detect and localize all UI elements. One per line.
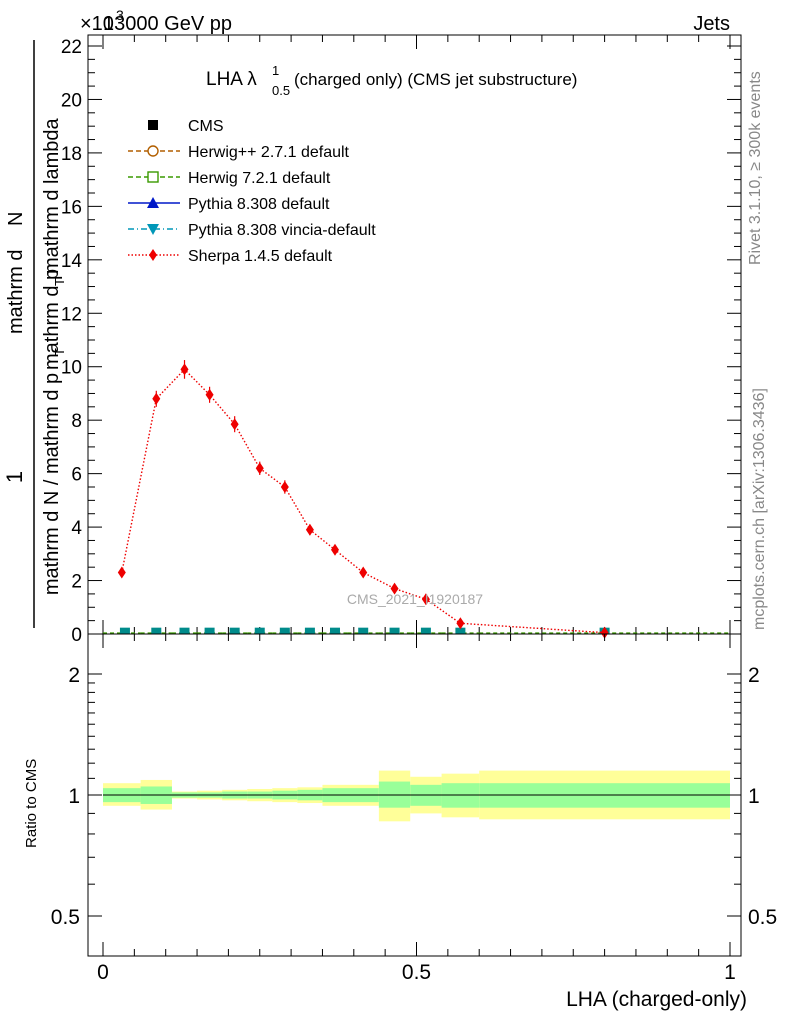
legend-label: Herwig 7.2.1 default <box>188 170 331 187</box>
main-y-numerator-a: mathrm d <box>5 250 27 334</box>
legend-marker <box>147 224 159 235</box>
ratio-y-tick-label-right: 1 <box>748 785 760 808</box>
cms-data-point <box>119 627 130 634</box>
sherpa-data-point <box>117 566 126 579</box>
cms-data-point <box>420 627 431 634</box>
category-label: Jets <box>693 13 730 35</box>
main-y-tick-label: 2 <box>71 572 82 593</box>
ratio-panel: 0.5 0.5 1 1 2 2 0 0.5 1 Ratio to CMS LHA (charge… <box>23 633 777 1011</box>
main-y-tick-label: 0 <box>71 625 82 646</box>
legend-label: Pythia 8.308 default <box>188 196 330 213</box>
sherpa-data-point <box>456 617 465 630</box>
sherpa-line <box>121 368 605 634</box>
main-y-numerator-d: mathrm d lambda <box>41 118 63 274</box>
main-y-denominator-sub: T <box>52 348 67 356</box>
legend-label: Pythia 8.308 vincia-default <box>188 222 376 239</box>
main-y-tick-label: 14 <box>61 251 83 272</box>
cms-data-point <box>179 627 190 634</box>
mcplots-label: mcplots.cern.ch [arXiv:1306.3436] <box>751 388 768 630</box>
ratio-y-tick-label-left: 1 <box>68 785 80 808</box>
cms-data-point <box>204 627 215 634</box>
x-tick-label: 0.5 <box>402 961 431 984</box>
sherpa-data-point <box>359 566 368 579</box>
cms-data-point <box>304 627 315 634</box>
plot-title-subscript: 0.5 <box>272 83 290 98</box>
rivet-label: Rivet 3.1.10, ≥ 300k events <box>747 71 764 265</box>
main-y-denominator: mathrm d N / mathrm d p <box>41 373 63 595</box>
analysis-watermark: CMS_2021_I1920187 <box>347 591 483 607</box>
main-axis-ticks: 0 2 4 6 8 10 12 14 16 18 20 22 <box>61 35 741 646</box>
main-y-numerator-c-sub: T <box>52 278 67 286</box>
main-y-tick-label: 12 <box>61 304 82 325</box>
plot-title-superscript: 1 <box>272 63 279 78</box>
ratio-y-tick-label-left: 0.5 <box>51 906 80 929</box>
main-y-numerator-b: N <box>5 212 27 226</box>
x-tick-label: 1 <box>724 961 736 984</box>
ratio-y-axis-label: Ratio to CMS <box>23 759 40 848</box>
legend-label: Herwig++ 2.7.1 default <box>188 144 350 161</box>
main-y-tick-label: 8 <box>71 411 82 432</box>
legend-marker <box>147 197 159 208</box>
cms-data-point <box>455 627 466 634</box>
x-tick-label: 0 <box>97 961 109 984</box>
main-y-tick-label: 18 <box>61 144 82 165</box>
sherpa-data-point <box>152 392 161 405</box>
multiplier-exponent: 3 <box>116 7 124 23</box>
cms-data-point <box>389 627 400 634</box>
cms-data-point <box>151 627 162 634</box>
legend-marker <box>148 120 158 130</box>
ratio-y-tick-label-right: 2 <box>748 664 760 687</box>
cms-data-point <box>229 627 240 634</box>
sherpa-data-point <box>255 462 264 475</box>
sherpa-data-point <box>305 523 314 536</box>
main-y-tick-label: 4 <box>71 518 82 539</box>
ratio-axis-ticks: 0.5 0.5 1 1 2 2 0 0.5 1 <box>51 634 777 984</box>
cms-data-point <box>358 627 369 634</box>
legend-label: CMS <box>188 118 224 135</box>
sherpa-data-point <box>205 388 214 401</box>
multiplier-label: ×10 <box>80 13 114 35</box>
legend-marker <box>147 171 159 183</box>
main-data-series <box>103 360 730 639</box>
sherpa-data-point <box>600 626 609 639</box>
ratio-y-tick-label-left: 2 <box>68 664 80 687</box>
ratio-y-tick-label-right: 0.5 <box>748 906 777 929</box>
main-y-tick-label: 10 <box>61 358 82 379</box>
x-axis-label: LHA (charged-only) <box>566 988 747 1011</box>
sherpa-data-point <box>180 363 189 376</box>
ratio-bands <box>103 770 730 822</box>
main-y-tick-label: 16 <box>61 197 82 218</box>
energy-label: 13000 GeV pp <box>103 13 232 35</box>
main-plot-frame <box>87 34 742 635</box>
cms-data-point <box>329 627 340 634</box>
main-y-tick-label: 20 <box>61 90 82 111</box>
main-y-tick-label: 6 <box>71 465 82 486</box>
sherpa-data-point <box>280 481 289 493</box>
main-y-tick-label: 22 <box>61 37 82 58</box>
plot-title: LHA λ <box>206 69 257 90</box>
sherpa-data-point <box>330 543 339 556</box>
cms-data-point <box>279 627 290 634</box>
main-y-numerator-c: mathrm d p <box>41 269 63 370</box>
legend-label: Sherpa 1.4.5 default <box>188 248 333 265</box>
sherpa-data-point <box>230 418 239 431</box>
main-y-one: 1 <box>2 471 27 483</box>
cms-data-point <box>254 627 265 634</box>
main-y-axis-label: 1 mathrm d N / mathrm d p T mathrm d N m… <box>2 40 67 628</box>
sherpa-data-point <box>421 593 430 606</box>
sherpa-data-point <box>390 582 399 595</box>
legend: CMS Herwig++ 2.7.1 default Herwig 7.2.1 de… <box>128 118 376 265</box>
legend-marker <box>147 145 159 157</box>
plot-title-rest: (charged only) (CMS jet substructure) <box>294 70 577 89</box>
legend-marker <box>149 249 157 261</box>
main-panel: 0 2 4 6 8 10 12 14 16 18 20 22 LHA λ 1 0.5 (charged… <box>2 34 742 646</box>
